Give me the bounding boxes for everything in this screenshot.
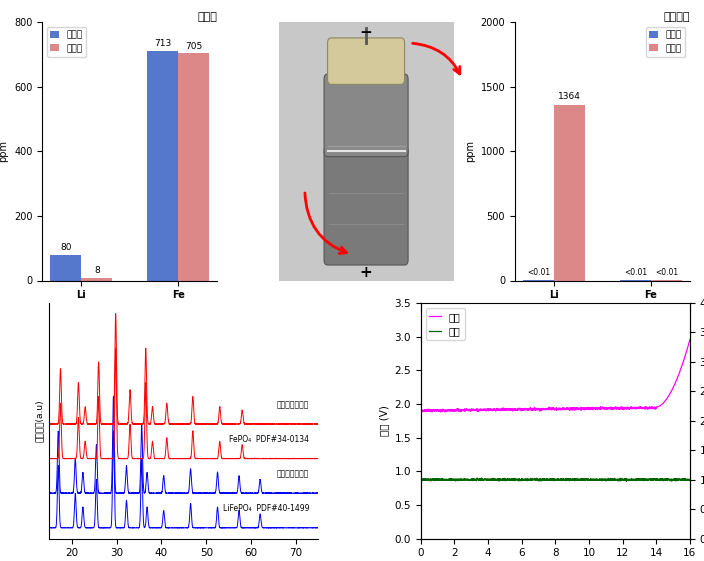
电流 <box>686 477 694 484</box>
Text: 电极片: 电极片 <box>197 12 218 22</box>
电压 <box>678 361 686 368</box>
Legend: 实验前, 实验后: 实验前, 实验后 <box>646 27 686 57</box>
Text: 去离子水: 去离子水 <box>663 12 690 22</box>
FancyArrowPatch shape <box>413 43 460 74</box>
FancyArrowPatch shape <box>305 193 346 254</box>
Text: 80: 80 <box>60 243 72 252</box>
Legend: 电压, 电流: 电压, 电流 <box>426 308 465 341</box>
电流 <box>622 478 631 485</box>
Legend: 实验前, 实验后: 实验前, 实验后 <box>46 27 87 57</box>
Text: <0.01: <0.01 <box>624 268 647 277</box>
Bar <box>178 53 209 280</box>
Y-axis label: 电压 (V): 电压 (V) <box>379 405 389 436</box>
电流 <box>678 476 686 483</box>
Bar <box>147 50 178 280</box>
Bar <box>50 255 81 280</box>
Text: FePO₄  PDF#34-0134: FePO₄ PDF#34-0134 <box>230 435 310 444</box>
电压 <box>417 407 425 414</box>
Text: LiFePO₄  PDF#40-1499: LiFePO₄ PDF#40-1499 <box>223 504 310 513</box>
电流 <box>541 476 549 482</box>
Text: <0.01: <0.01 <box>655 268 678 277</box>
Text: 713: 713 <box>154 39 171 48</box>
Text: 实验前的电极片: 实验前的电极片 <box>277 470 310 479</box>
Line: 电压: 电压 <box>421 339 690 412</box>
电流 <box>430 477 439 484</box>
Text: 实验后的电极片: 实验后的电极片 <box>277 401 310 410</box>
FancyBboxPatch shape <box>279 22 453 280</box>
Text: 8: 8 <box>94 266 100 275</box>
FancyBboxPatch shape <box>324 74 408 157</box>
电压 <box>430 407 439 414</box>
FancyBboxPatch shape <box>327 38 405 84</box>
电流 <box>629 476 637 483</box>
电压 <box>541 406 549 413</box>
Y-axis label: 相对强度(a.u): 相对强度(a.u) <box>34 399 44 442</box>
Text: 705: 705 <box>185 42 203 50</box>
电流 <box>548 476 556 483</box>
Bar <box>81 278 113 280</box>
Text: 1364: 1364 <box>558 92 581 102</box>
Bar <box>554 104 585 280</box>
Text: −: − <box>360 25 372 40</box>
Text: <0.01: <0.01 <box>527 268 550 277</box>
FancyBboxPatch shape <box>324 146 408 265</box>
Line: 电流: 电流 <box>421 478 690 481</box>
电压 <box>548 407 556 413</box>
电流 <box>473 475 482 481</box>
电压 <box>436 409 445 416</box>
电压 <box>686 336 694 343</box>
电压 <box>678 362 686 369</box>
Y-axis label: ppm: ppm <box>0 140 8 163</box>
电压 <box>629 404 637 411</box>
电流 <box>678 476 686 482</box>
Text: +: + <box>360 265 372 280</box>
Y-axis label: ppm: ppm <box>465 140 475 163</box>
电流 <box>417 476 425 482</box>
